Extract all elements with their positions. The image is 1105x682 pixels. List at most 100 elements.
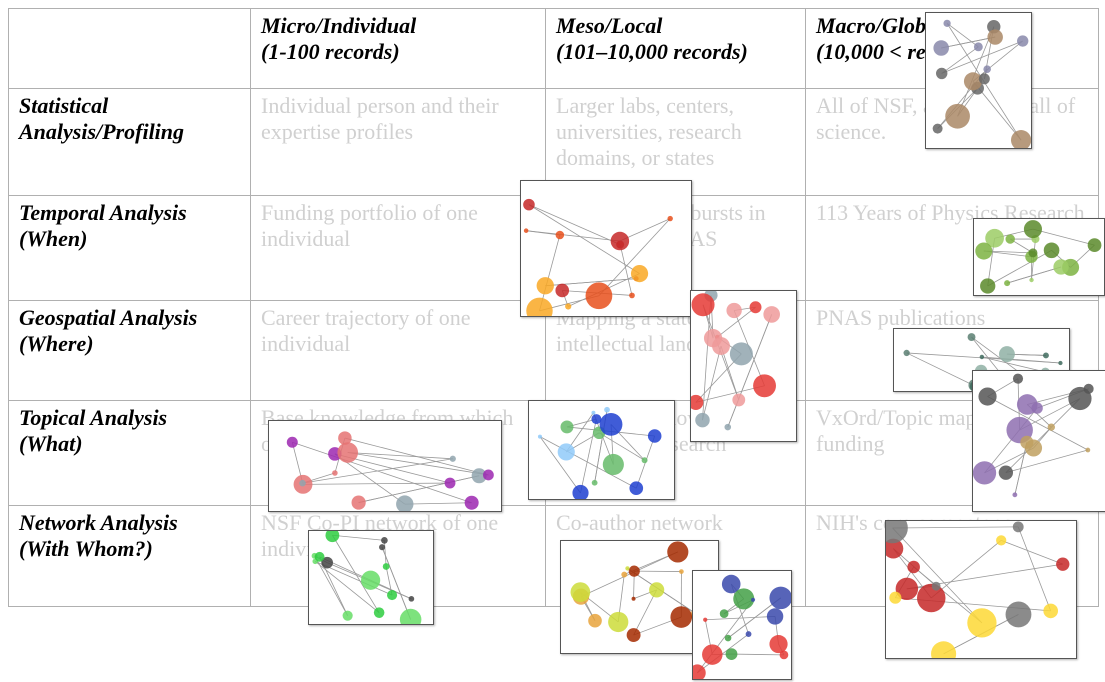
thumbnail-node [749,301,762,314]
thumbnail-node [732,393,746,407]
thumbnail [885,520,1077,659]
thumbnail-node [641,457,648,464]
thumbnail [268,420,502,512]
row-subtitle: Analysis/Profiling [19,119,185,144]
thumbnail-node [987,29,1003,45]
thumbnail [528,400,675,500]
thumbnail-node [321,556,333,569]
thumbnail-node [903,349,910,357]
thumbnail-edge [332,535,380,613]
thumbnail-node [886,538,904,559]
thumbnail-node [570,582,591,603]
thumbnail-edge [1007,266,1062,284]
thumbnail-edge [727,314,773,428]
thumbnail-node [599,412,623,436]
thumbnail-node [591,414,602,425]
row-title: Statistical [19,93,109,118]
thumbnail-node [338,431,352,445]
thumbnail-node [560,420,574,434]
thumbnail-node [769,635,788,654]
thumbnail-edge [702,345,722,421]
thumbnail-node [889,591,902,604]
thumbnail-edge [619,244,633,296]
thumbnail-node [667,215,673,222]
thumbnail-node [361,570,381,590]
thumbnail-node [978,73,990,85]
thumbnail-node [745,631,752,637]
thumbnail-node [399,608,422,624]
thumbnail-node [604,406,610,413]
thumbnail-node [572,484,589,499]
thumbnail-node [630,265,649,283]
thumbnail-edge [302,458,453,484]
thumbnail-edge [987,249,1052,287]
thumbnail-edge [344,437,489,476]
thumbnail-node [557,443,575,461]
thumbnail-node [979,354,985,360]
thumbnail-node [766,608,784,625]
thumbnail-node [703,329,723,348]
thumbnail-node [763,306,780,323]
thumbnail-edge [957,26,995,117]
thumbnail-node [565,303,572,310]
thumbnail-edge [987,396,1089,451]
column-subtitle: (101–10,000 records) [556,39,748,64]
thumbnail-node [649,582,665,598]
thumbnail-edge [539,436,581,494]
thumbnail-node [555,230,565,240]
thumbnail-node [725,648,738,660]
thumbnail-node [1012,373,1024,384]
thumbnail-graphic [286,431,494,511]
thumbnail-edge [358,475,480,503]
thumbnail-node [679,569,684,574]
row-title: Temporal Analysis [19,200,187,225]
thumbnail-node [945,103,970,129]
thumbnail-node [537,434,543,439]
thumbnail-node [980,278,996,294]
thumbnail-node [444,477,456,489]
thumbnail-node [1005,601,1032,628]
row-subtitle: (With Whom?) [19,536,153,561]
thumbnail-node [1087,238,1102,252]
thumbnail-node [932,123,943,134]
thumbnail-edge [1001,539,1063,565]
thumbnail-edge [347,452,489,476]
thumbnail-node [703,617,708,622]
thumbnail-node [591,479,598,486]
thumbnail-graphic [570,541,705,642]
thumbnail-node [1056,557,1070,571]
thumbnail-node [1005,234,1015,244]
thumbnail-node [625,566,630,571]
thumbnail-edge [705,616,776,621]
thumbnail-edge [892,527,983,624]
thumbnail-node [314,551,325,562]
thumbnail [972,370,1105,512]
thumbnail-node [616,240,625,249]
thumbnail-node [555,283,570,298]
thumbnail-node [695,412,710,428]
thumbnail-edge [697,633,749,674]
thumbnail-node [936,67,948,80]
thumbnail-edge [598,218,671,297]
row-title: Network Analysis [19,510,178,535]
thumbnail-node [379,544,386,551]
thumbnail-edge [984,407,1038,474]
thumbnail-node [629,481,644,496]
thumbnail-node [621,571,628,578]
row-subtitle: (What) [19,431,83,456]
thumbnail-node [471,468,487,484]
row-title: Topical Analysis [19,405,168,430]
thumbnail-graphic [537,406,662,499]
thumbnail-edge [731,653,784,656]
thumbnail-node [895,577,919,601]
row-header: Statistical Analysis/Profiling [8,88,251,196]
thumbnail-node [1023,220,1042,239]
thumbnail-edge [941,40,1023,74]
thumbnail-node [917,583,946,613]
thumbnail-node [286,436,298,448]
thumbnail-node [702,644,723,665]
thumbnail-graphic [693,574,791,679]
thumbnail-node [626,628,641,642]
thumbnail-node [963,72,983,91]
thumbnail-node [1053,259,1069,275]
